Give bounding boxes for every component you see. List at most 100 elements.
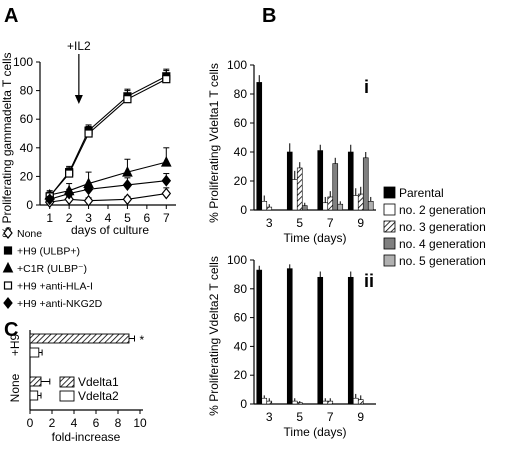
panel-a-il2-arrowhead	[74, 95, 83, 104]
panel-b-ii-bar	[286, 268, 293, 405]
panel-c-bar	[29, 333, 130, 344]
panel-b-ii-x-tick-label: 5	[296, 410, 303, 424]
panel-b-ii-y-ticks: 0 20 40 60 80 100	[227, 253, 254, 411]
panel-b-i-bar	[337, 203, 344, 211]
panel-b-ii-bar	[291, 400, 298, 405]
legend-b-label: Parental	[399, 186, 444, 200]
panel-b-ii-y-tick-label: 40	[234, 339, 248, 353]
panel-a-point	[64, 187, 74, 200]
panel-a-y-tick-label: 0	[26, 198, 33, 212]
panel-b-i-x-tick-label: 3	[266, 216, 273, 230]
legend-c-label: Vdelta1	[78, 375, 119, 389]
panel-a-y-tick-label: 60	[20, 112, 34, 126]
legend-b-label: no. 3 generation	[399, 220, 486, 234]
panel-b-ii-bar	[317, 276, 324, 405]
panel-b-ii-y-tick-label: 100	[227, 253, 247, 267]
legend-a-label: None	[17, 228, 42, 240]
panel-b-ii-bar	[357, 399, 364, 405]
panel-b-i-y-label: % Proliferating Vdelta1 T cells	[207, 63, 221, 223]
legend-a-marker-open-diamond	[3, 227, 13, 239]
panel-a-point	[122, 193, 133, 206]
panel-a-y-tick-label: 20	[20, 169, 34, 183]
panel-b-ii-bar	[266, 400, 273, 405]
panel-b-ii-x-tick-label: 9	[357, 410, 364, 424]
panel-a-series	[44, 68, 172, 209]
panel-b-i-x-label: Time (days)	[284, 231, 347, 245]
panel-b-legend: Parental no. 2 generation no. 3 generation…	[383, 186, 486, 268]
panel-c-x-label: fold-increase	[52, 430, 121, 444]
legend-b-label: no. 2 generation	[399, 203, 486, 217]
panel-b-i-bar	[322, 202, 329, 211]
panel-b-i-bars: 3 5 7 9	[256, 75, 374, 230]
panel-c-x-tick-label: 4	[71, 416, 78, 430]
panel-a-series-filled-diamond	[44, 173, 172, 206]
legend-a-label: +C1R (ULBP⁻)	[17, 263, 87, 275]
legend-a-label: +H9 (ULBP+)	[17, 246, 80, 258]
panel-c-x-tick-label: 8	[115, 416, 122, 430]
panel-b-i-bar	[286, 151, 293, 211]
panel-b-i-y-tick-label: 100	[227, 58, 247, 72]
panel-a-point	[83, 194, 94, 207]
panel-a-point	[161, 187, 172, 200]
panel-a-x-tick-label: 3	[85, 211, 92, 225]
panel-c-bar	[29, 347, 40, 358]
panel-a-point	[83, 183, 94, 196]
panel-a-y-tick-label: 40	[20, 141, 34, 155]
panel-b-ii-roman: ii	[364, 271, 374, 291]
panel-b-ii-bar	[296, 402, 303, 405]
panel-a-y-tick-label: 80	[20, 84, 34, 98]
panel-b-i-bar	[317, 150, 324, 211]
panel-c-group-label: +H9	[8, 334, 22, 357]
panel-a-x-tick-label: 1	[46, 211, 53, 225]
panel-b-ii-x-tick-label: 7	[327, 410, 334, 424]
panel-b-ii-bars: 3 5 7 9	[256, 264, 364, 424]
panel-a-point	[161, 174, 172, 187]
panel-b-ii-x-label: Time (days)	[284, 425, 347, 439]
legend-b-label: no. 4 generation	[399, 237, 486, 251]
panel-b-i-bar	[362, 157, 369, 211]
panel-c-bar	[29, 390, 39, 401]
panel-a-y-ticks: 0 20 40 60 80 100	[13, 55, 40, 212]
panel-b-i-bar	[261, 201, 268, 211]
panel-b-i-bar	[327, 196, 334, 211]
legend-b-swatch	[383, 220, 396, 233]
legend-a-label: +H9 +anti-NKG2D	[17, 298, 103, 310]
panel-c-x-ticks: 0 2 4 6 8 10	[27, 410, 147, 430]
panel-b-ii-bar	[322, 400, 329, 405]
panel-b-ii-bar	[261, 397, 268, 405]
panel-b-ii-y-tick-label: 20	[234, 368, 248, 382]
legend-b-swatch	[383, 237, 396, 250]
panel-b-i-x-tick-label: 7	[327, 216, 334, 230]
panel-a-point	[162, 75, 171, 84]
legend-a-label: +H9 +anti-HLA-I	[17, 281, 93, 293]
panel-b-ii-chart: 0 20 40 60 80 100 3 5 7 9 % Proliferating Vdelta…	[207, 253, 376, 439]
legend-c-swatch	[59, 376, 75, 388]
panel-a-x-tick-label: 2	[66, 211, 73, 225]
legend-c-label: Vdelta2	[78, 389, 119, 403]
panel-a-x-label: days of culture	[71, 223, 149, 237]
panel-b-ii-y-label: % Proliferating Vdelta2 T cells	[207, 256, 221, 416]
legend-b-label: no. 5 generation	[399, 254, 486, 268]
panel-b-i-bar	[332, 163, 339, 211]
panel-c-bars	[29, 333, 135, 401]
panel-c-chart: 0 2 4 6 8 10 +H9 None fold-increase *	[8, 330, 147, 444]
panel-b-i-y-tick-label: 80	[234, 87, 248, 101]
panel-c-bar	[29, 376, 42, 387]
panel-b-i-bar	[291, 179, 298, 211]
panel-a-point	[84, 129, 93, 138]
panel-b-i-y-tick-label: 40	[234, 145, 248, 159]
panel-b-ii-y-tick-label: 80	[234, 282, 248, 296]
panel-b-i-chart: 0 20 40 60 80 100 3 5 7 9 % Proliferating Vdelta…	[207, 58, 376, 245]
legend-b-swatch	[383, 186, 396, 199]
panel-c-x-tick-label: 6	[93, 416, 100, 430]
panel-a-x-tick-label: 7	[163, 211, 170, 225]
panel-a-x-tick-label: 6	[144, 211, 151, 225]
panel-b-i-roman: i	[364, 77, 369, 97]
panel-b-i-bar	[256, 82, 263, 211]
panel-b-i-bar	[352, 195, 359, 211]
panel-b-i-x-tick-label: 5	[296, 216, 303, 230]
panel-a-series-line	[49, 78, 167, 197]
